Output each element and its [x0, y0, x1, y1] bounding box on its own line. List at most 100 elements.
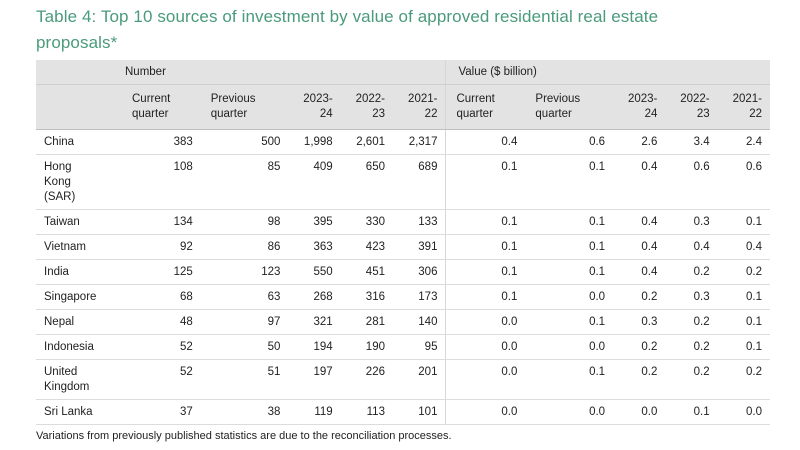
value-cell: 451	[340, 259, 393, 285]
country-cell: Hong Kong (SAR)	[36, 154, 122, 210]
column-header-number-2: 2023- 24	[288, 84, 341, 130]
column-header-row: Current quarter Previous quarter 2023- 24 2022…	[36, 84, 770, 130]
country-cell: Taiwan	[36, 209, 122, 235]
value-cell: 0.1	[445, 154, 526, 210]
value-cell: 281	[340, 309, 393, 335]
value-cell: 0.1	[445, 209, 526, 235]
country-name: Taiwan	[44, 216, 80, 228]
value-cell: 68	[122, 284, 201, 310]
value-cell: 0.4	[445, 129, 526, 155]
table-row: United Kingdom 52 51 197 226 201 0.0 0.1 0.2 0.2 0.…	[36, 359, 770, 400]
value-cell: 0.0	[525, 399, 614, 425]
country-name: Hong	[44, 161, 72, 173]
country-name: Kong	[44, 176, 71, 188]
country-cell: United Kingdom	[36, 359, 122, 400]
value-cell: 48	[122, 309, 201, 335]
value-cell: 0.1	[665, 399, 718, 425]
value-cell: 0.0	[445, 309, 526, 335]
column-header-text: 2023-	[303, 93, 333, 105]
value-cell: 0.3	[665, 209, 718, 235]
column-header-text: Previous	[535, 93, 581, 105]
value-cell: 0.1	[445, 259, 526, 285]
value-cell: 37	[122, 399, 201, 425]
number-group-header: Number	[36, 60, 446, 85]
value-cell: 0.0	[525, 334, 614, 360]
value-cell: 226	[340, 359, 393, 400]
value-cell: 0.0	[717, 399, 770, 425]
value-cell: 101	[392, 399, 446, 425]
value-cell: 0.1	[525, 209, 614, 235]
column-header-text: quarter	[210, 108, 248, 120]
value-cell: 316	[340, 284, 393, 310]
country-name: Nepal	[44, 316, 75, 328]
value-cell: 395	[288, 209, 341, 235]
column-header-text: 2022-	[355, 93, 385, 105]
value-cell: 0.3	[613, 309, 666, 335]
value-cell: 86	[200, 234, 289, 260]
column-header-text: 24	[319, 108, 333, 120]
value-cell: 500	[200, 129, 289, 155]
value-cell: 1,998	[288, 129, 341, 155]
value-cell: 2.6	[613, 129, 666, 155]
value-cell: 330	[340, 209, 393, 235]
value-cell: 0.0	[613, 399, 666, 425]
value-cell: 0.1	[525, 359, 614, 400]
column-header-text: Current	[456, 93, 495, 105]
column-header-text: 2022-	[680, 93, 710, 105]
value-cell: 2,601	[340, 129, 393, 155]
value-cell: 0.6	[665, 154, 718, 210]
column-header-number-0: Current quarter	[122, 84, 201, 130]
country-column-header	[36, 84, 122, 130]
country-cell: Sri Lanka	[36, 399, 122, 425]
value-cell: 63	[200, 284, 289, 310]
value-cell: 0.2	[613, 284, 666, 310]
value-cell: 363	[288, 234, 341, 260]
column-header-text: quarter	[456, 108, 493, 120]
column-header-value-0: Current quarter	[445, 84, 526, 130]
value-cell: 201	[392, 359, 446, 400]
value-cell: 0.1	[445, 234, 526, 260]
value-cell: 0.1	[717, 209, 770, 235]
value-cell: 423	[340, 234, 393, 260]
value-cell: 194	[288, 334, 341, 360]
value-cell: 321	[288, 309, 341, 335]
value-cell: 0.6	[717, 154, 770, 210]
table-row: Indonesia 52 50 194 190 95 0.0 0.0 0.2 0.2 0.1	[36, 334, 770, 360]
value-cell: 0.0	[445, 399, 526, 425]
value-cell: 2,317	[392, 129, 446, 155]
value-cell: 0.2	[665, 334, 718, 360]
column-header-text: 23	[696, 108, 710, 120]
value-cell: 0.2	[613, 359, 666, 400]
table-row: Sri Lanka 37 38 119 113 101 0.0 0.0 0.0 0.1 0.0	[36, 399, 770, 425]
country-name: Sri Lanka	[44, 406, 93, 418]
value-cell: 0.4	[665, 234, 718, 260]
column-header-number-1: Previous quarter	[200, 84, 289, 130]
value-cell: 190	[340, 334, 393, 360]
value-cell: 0.1	[525, 154, 614, 210]
value-cell: 0.1	[717, 284, 770, 310]
table-row: Singapore 68 63 268 316 173 0.1 0.0 0.2 0.3 0.1	[36, 284, 770, 310]
value-cell: 0.1	[717, 309, 770, 335]
value-cell: 0.6	[525, 129, 614, 155]
table-row: China 383 500 1,998 2,601 2,317 0.4 0.6 2.6 3.4 2.…	[36, 129, 770, 155]
table-body: China 383 500 1,998 2,601 2,317 0.4 0.6 2.6 3.4 2.…	[36, 129, 770, 425]
country-name: United	[44, 366, 78, 378]
column-header-text: 22	[749, 108, 762, 120]
value-cell: 113	[340, 399, 393, 425]
value-cell: 197	[288, 359, 341, 400]
table-row: Taiwan 134 98 395 330 133 0.1 0.1 0.4 0.3 0.1	[36, 209, 770, 235]
value-cell: 98	[200, 209, 289, 235]
column-header-text: 2021-	[408, 93, 438, 105]
value-cell: 383	[122, 129, 201, 155]
country-cell: India	[36, 259, 122, 285]
country-name: Kingdom	[44, 381, 90, 393]
column-header-text: 23	[372, 108, 385, 120]
value-cell: 0.3	[665, 284, 718, 310]
country-name: China	[44, 136, 75, 148]
country-cell: Nepal	[36, 309, 122, 335]
value-cell: 0.1	[445, 284, 526, 310]
value-cell: 268	[288, 284, 341, 310]
value-cell: 0.1	[717, 334, 770, 360]
value-cell: 85	[200, 154, 289, 210]
country-name: India	[44, 266, 69, 278]
